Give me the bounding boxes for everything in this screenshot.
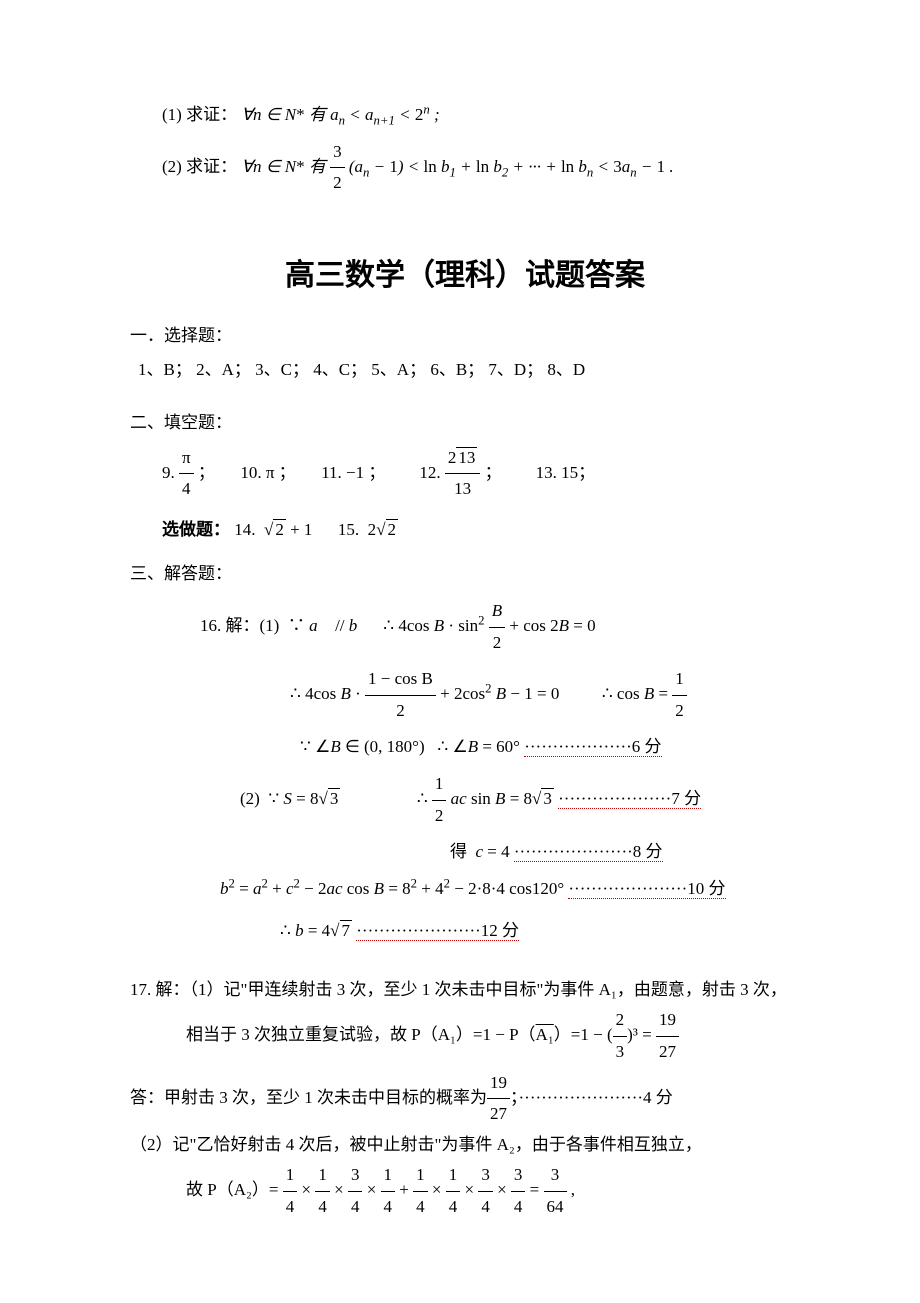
document-page: (1) 求证： ∀n ∈ N* 有 an < an+1 < 2n ; (2) 求… [0,0,920,1303]
blank-row-2: 选做题： 14. 2 + 1 15. 22 [130,515,800,546]
f2d: 27 [656,1037,679,1068]
l4-score: ····················7 分 [558,789,701,809]
l2c-fn: 1 [672,664,687,696]
a13: 13. 15； [536,463,596,482]
line1-math: ∀n ∈ N* 有 an < an+1 < 2n ; [241,105,439,124]
a12-suffix: ； [485,463,502,482]
p17-l2ovl: A₁ [536,1025,554,1044]
l2-fd: 2 [365,696,436,727]
problem-line-1: (1) 求证： ∀n ∈ N* 有 an < an+1 < 2n ; [130,100,800,131]
line1-prefix: (1) 求证： [162,105,237,124]
blank-head: 二、填空题： [130,408,800,439]
p16-l2: ∴ 4cos B · 1 − cos B2 + 2cos2 B − 1 = 0 … [130,664,800,726]
p16-l3: ∵ ∠B ∈ (0, 180°) ∴ ∠B = 60° ············… [130,732,800,763]
p17-l2b: ）=1 − ( [554,1025,613,1044]
a9-n: π [179,443,194,475]
f3d: 27 [487,1099,510,1130]
frac-n: 3 [330,137,345,169]
line2-math: ∀n ∈ N* 有 32 (an − 1) < ln b1 + ln b2 + … [241,157,673,176]
solve-head: 三、解答题： [130,559,800,590]
p17: 17. 解：（1）记"甲连续射击 3 次，至少 1 次未击中目标"为事件 A₁，… [130,975,800,1223]
a12-n: 213 [445,443,481,475]
p17-l5b: , [567,1180,576,1199]
a11: 11. −1 ； [321,463,385,482]
answer-title: 高三数学（理科）试题答案 [130,249,800,303]
p17-l3b: ；······················4 分 [510,1088,673,1107]
l6-score: ·····················10 分 [568,879,725,899]
line2-prefix: (2) 求证： [162,157,237,176]
l7-score: ······················12 分 [356,921,519,941]
opt-label: 选做题： [162,520,230,539]
p17-l3: 答：甲射击 3 次，至少 1 次未击中目标的概率为1927；··········… [130,1068,800,1130]
p17-l2: 相当于 3 次独立重复试验，故 P（A₁）=1 − P（A₁）=1 − (23)… [130,1005,800,1067]
l2c-fd: 2 [672,696,687,727]
p16-l1: 16. 解：(1) ∵ a⃗ // b⃗ ∴ 4cos B · sin2 B2 … [130,596,800,658]
f1n: 2 [613,1005,628,1037]
l4-fn: 1 [432,769,447,801]
p16-l5: 得 c = 4 ·····················8 分 [130,837,800,868]
l4-fd: 2 [432,801,447,832]
p17-l5a: 故 P（A₂）= [186,1180,283,1199]
p17-l2a: 相当于 3 次独立重复试验，故 P（A₁）=1 − P（ [186,1025,536,1044]
a12-d: 13 [445,474,481,505]
l3-score: ···················6 分 [524,737,661,757]
p17-l1: 17. 解：（1）记"甲连续射击 3 次，至少 1 次未击中目标"为事件 A₁，… [130,975,800,1006]
l5-score: ·····················8 分 [514,842,663,862]
mc-head: 一．选择题： [130,321,800,352]
f2n: 19 [656,1005,679,1037]
p16-l7: ∴ b = 47 ······················12 分 [130,916,800,947]
frac-d: 2 [330,168,345,199]
p16-l6: b2 = a2 + c2 − 2ac cos B = 82 + 42 − 2·8… [130,874,800,905]
f1d: 3 [613,1037,628,1068]
a12-label: 12. [419,463,440,482]
p17-l2c: )³ = [627,1025,656,1044]
l2-fn: 1 − cos B [365,664,436,696]
f3n: 19 [487,1068,510,1100]
p16-l4: (2) ∵ S = 83 ∴ 12 ac sin B = 83 ········… [130,769,800,831]
mc-answers: 1、B； 2、A； 3、C； 4、C； 5、A； 6、B； 7、D； 8、D [130,355,800,386]
p17-l4: （2）记"乙恰好射击 4 次后，被中止射击"为事件 A₂，由于各事件相互独立， [130,1130,800,1161]
p17-l3a: 答：甲射击 3 次，至少 1 次未击中目标的概率为 [130,1088,487,1107]
a9-suffix: ； [198,463,215,482]
a9-label: 9. [162,463,175,482]
p17-frac-chain: 14 × 14 × 34 × 14 + 14 × 14 × 34 × 34 = … [283,1180,567,1199]
problem-line-2: (2) 求证： ∀n ∈ N* 有 32 (an − 1) < ln b1 + … [130,137,800,199]
a10: 10. π ； [240,463,295,482]
p17-l5: 故 P（A₂）= 14 × 14 × 34 × 14 + 14 × 14 × 3… [130,1160,800,1222]
blank-row-1: 9. π4 ； 10. π ； 11. −1 ； 12. 21313 ； 13.… [130,443,800,505]
a9-d: 4 [179,474,194,505]
